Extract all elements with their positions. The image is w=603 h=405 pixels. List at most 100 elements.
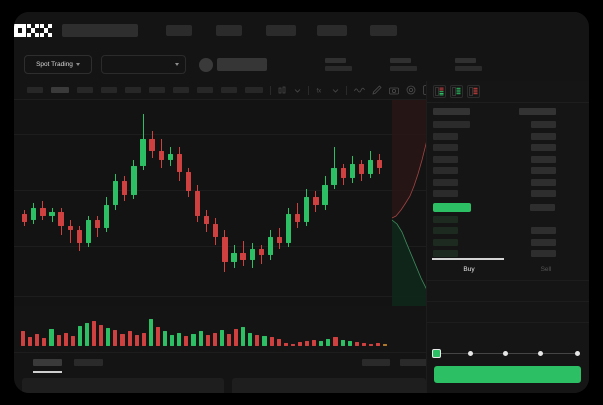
candle-body xyxy=(167,153,173,160)
timeframe-button-0[interactable] xyxy=(27,87,43,93)
nav-item-3[interactable] xyxy=(266,24,296,36)
undefined[interactable] xyxy=(427,132,589,140)
volume-bar xyxy=(184,335,189,346)
volume-bar xyxy=(141,332,146,346)
tab-buy[interactable]: Buy xyxy=(463,266,475,273)
indicator-icon[interactable]: fx xyxy=(316,86,325,95)
timeframe-button-5[interactable] xyxy=(149,87,165,93)
stat-value xyxy=(325,66,352,71)
order-field-amount[interactable] xyxy=(426,301,589,322)
undefined[interactable] xyxy=(427,238,589,246)
volume-bar xyxy=(198,331,203,346)
volume-bar xyxy=(42,337,47,346)
wave-indicator-icon[interactable] xyxy=(354,86,365,94)
candlestick-type-icon[interactable] xyxy=(278,86,287,95)
timeframe-button-4[interactable] xyxy=(125,87,141,93)
timeframe-button-1[interactable] xyxy=(51,87,69,93)
orders-bottom-panel xyxy=(14,352,428,393)
timeframe-button-9[interactable] xyxy=(245,87,263,93)
orderbook-amount-cell xyxy=(531,227,556,234)
pencil-draw-icon[interactable] xyxy=(372,85,382,95)
undefined[interactable] xyxy=(427,167,589,174)
timeframe-button-7[interactable] xyxy=(197,87,213,93)
orderbook-price-cell xyxy=(433,108,470,115)
orderbook-price-cell xyxy=(433,238,458,246)
percent-slider-stop-75[interactable] xyxy=(538,350,543,356)
candlestick-chart[interactable] xyxy=(14,100,426,306)
volume-bar xyxy=(354,341,359,346)
undefined[interactable] xyxy=(427,227,589,234)
orderbook-price-cell xyxy=(433,215,458,223)
nav-item-5[interactable] xyxy=(370,24,397,36)
order-tab-indicator xyxy=(432,258,504,260)
orderbook-both-icon[interactable] xyxy=(433,85,446,98)
timeframe-button-2[interactable] xyxy=(77,87,93,93)
volume-bar xyxy=(361,342,366,346)
submit-order-button[interactable] xyxy=(434,366,581,383)
candle-body xyxy=(185,172,192,191)
undefined[interactable] xyxy=(427,144,589,151)
candle-body xyxy=(149,138,155,152)
orderbook-amount-cell xyxy=(530,203,555,211)
timeframe-button-3[interactable] xyxy=(101,87,117,93)
undefined[interactable] xyxy=(427,215,589,223)
nav-item-1[interactable] xyxy=(166,24,192,36)
orderbook-asks-icon[interactable] xyxy=(467,85,480,98)
tab-sell[interactable]: Sell xyxy=(540,266,552,273)
undefined[interactable] xyxy=(427,121,589,128)
volume-bar xyxy=(163,331,168,346)
orderbook-amount-cell xyxy=(531,155,556,163)
okx-logo[interactable] xyxy=(14,23,52,37)
volume-bar xyxy=(312,339,317,346)
timeframe-button-6[interactable] xyxy=(173,87,189,93)
orderbook-bids-icon[interactable] xyxy=(450,85,463,98)
percent-slider-stop-25[interactable] xyxy=(468,350,473,356)
orderbook-price-cell xyxy=(433,167,458,174)
chart-gridline-0 xyxy=(14,134,426,135)
orderbook-price-cell xyxy=(433,121,470,128)
bottom-content-block-1[interactable] xyxy=(22,378,224,393)
volume-bar xyxy=(219,330,224,346)
settings-gear-icon[interactable] xyxy=(406,85,416,95)
volume-bar xyxy=(99,325,104,346)
orderbook-last-price-row[interactable] xyxy=(433,202,471,212)
chevron-down-icon[interactable] xyxy=(294,87,301,94)
chevron-down-icon xyxy=(175,63,179,66)
bottom-action-1[interactable] xyxy=(362,359,390,366)
bottom-content-block-2[interactable] xyxy=(232,378,426,393)
nav-item-4[interactable] xyxy=(317,24,347,36)
candle-body xyxy=(349,163,355,179)
bottom-tab-order-history[interactable] xyxy=(74,359,103,366)
candle-body xyxy=(285,213,292,243)
search-input[interactable] xyxy=(62,23,138,37)
toolbar-divider xyxy=(308,85,309,95)
chevron-down-icon[interactable] xyxy=(332,87,339,94)
undefined[interactable] xyxy=(427,190,589,197)
volume-bar xyxy=(255,334,260,346)
undefined[interactable] xyxy=(427,250,589,257)
order-field-total[interactable] xyxy=(426,322,589,343)
percent-slider-stop-50[interactable] xyxy=(503,350,508,356)
volume-bar xyxy=(297,341,303,346)
trading-pair-dropdown[interactable] xyxy=(101,55,186,74)
nav-item-2[interactable] xyxy=(216,24,242,36)
volume-bar xyxy=(205,334,210,346)
order-field-price[interactable] xyxy=(426,280,589,301)
candle-body xyxy=(204,215,210,225)
chevron-down-icon xyxy=(75,63,80,66)
orderbook-column-header[interactable] xyxy=(427,108,589,115)
camera-snapshot-icon[interactable] xyxy=(389,86,399,95)
percent-slider-handle[interactable] xyxy=(432,349,441,358)
undefined[interactable] xyxy=(427,155,589,163)
orderbook-amount-cell xyxy=(531,250,556,257)
stat-value xyxy=(390,66,417,71)
volume-bar xyxy=(77,326,82,346)
timeframe-button-8[interactable] xyxy=(221,87,237,93)
percent-slider-stop-100[interactable] xyxy=(575,350,580,356)
market-type-dropdown[interactable]: Spot Trading xyxy=(24,55,92,74)
bottom-action-2[interactable] xyxy=(400,359,428,366)
undefined[interactable] xyxy=(427,178,589,186)
chart-gridline-3 xyxy=(14,296,426,297)
bottom-tab-open-orders[interactable] xyxy=(33,359,62,366)
